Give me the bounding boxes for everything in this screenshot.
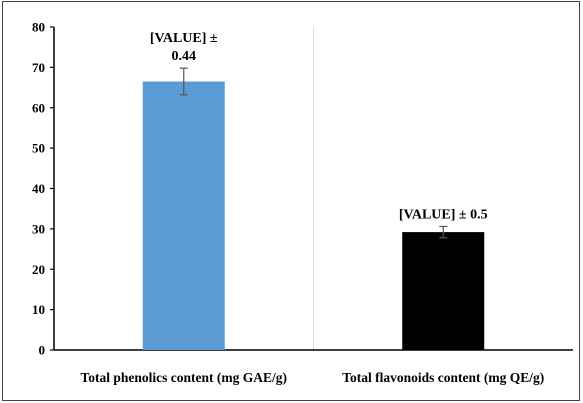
category-labels: Total phenolics content (mg GAE/g) Total … — [80, 370, 544, 385]
y-tick-label: 60 — [32, 100, 45, 115]
data-labels: [VALUE] ± 0.44 [VALUE] ± 0.5 — [150, 31, 488, 222]
bars — [142, 81, 485, 350]
data-label: 0.44 — [172, 49, 197, 64]
y-tick-label: 80 — [32, 20, 45, 35]
error-bars — [179, 67, 448, 239]
category-label: Total flavonoids content (mg QE/g) — [342, 370, 544, 385]
y-tick-label: 20 — [32, 262, 45, 277]
y-axis-ticks: 0 10 20 30 40 50 60 70 80 — [32, 20, 54, 358]
y-tick-label: 50 — [32, 141, 45, 156]
category-label: Total phenolics content (mg GAE/g) — [80, 370, 287, 385]
data-label: [VALUE] ± — [150, 31, 218, 46]
y-tick-label: 40 — [32, 181, 45, 196]
y-tick-label: 10 — [32, 302, 45, 317]
bar — [142, 81, 225, 350]
y-tick-label: 0 — [39, 343, 46, 358]
y-tick-label: 30 — [32, 221, 45, 236]
y-tick-label: 70 — [32, 60, 45, 75]
bar — [402, 232, 485, 350]
data-label: [VALUE] ± 0.5 — [399, 207, 488, 222]
